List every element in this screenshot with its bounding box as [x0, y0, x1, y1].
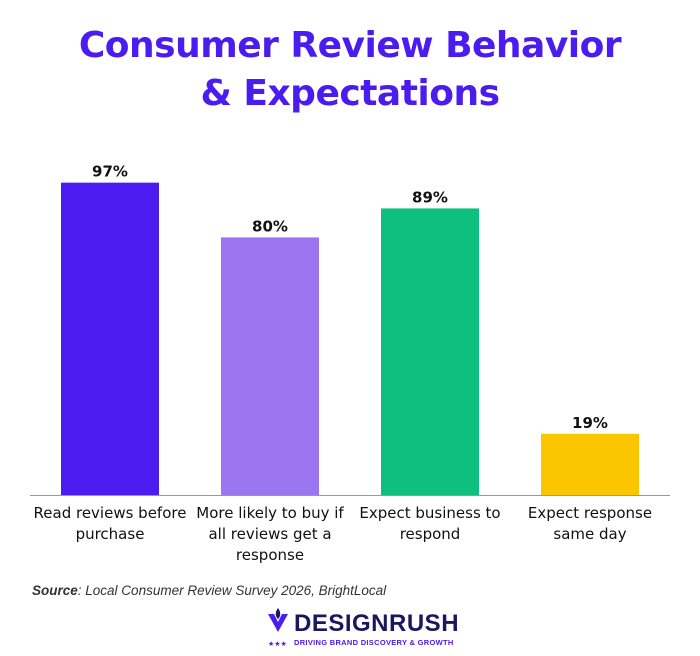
bar-4: [541, 433, 639, 495]
category-label-4: Expect response same day: [528, 504, 652, 543]
data-label-3: 89%: [412, 188, 448, 206]
bar-3: [381, 208, 479, 496]
category-label-1: Read reviews before purchase: [34, 504, 187, 543]
data-label-4: 19%: [572, 414, 608, 432]
bar-chart: 97% Read reviews before purchase 80% More li…: [30, 163, 670, 564]
data-label-2: 80%: [252, 217, 288, 235]
category-label-3: Expect business to respond: [359, 504, 500, 543]
brand-name: DESIGNRUSH: [294, 610, 460, 637]
bar-1: [61, 182, 159, 495]
category-label-2: More likely to buy if all reviews get a re…: [196, 504, 344, 564]
data-label-1: 97%: [92, 163, 128, 181]
svg-text:★★★: ★★★: [268, 640, 287, 648]
chart-title-line-2: & Expectations: [200, 73, 500, 114]
source-text: : Local Consumer Review Survey 2026, Bri…: [77, 583, 387, 598]
bar-2: [221, 237, 319, 495]
source-label: Source: [32, 583, 78, 598]
brand-footer: ★★★ DESIGNRUSH DRIVING BRAND DISCOVERY &…: [266, 608, 466, 650]
designrush-logo-icon: ★★★: [268, 608, 288, 648]
chart-title: Consumer Review Behavior & Expectations: [0, 22, 700, 118]
chart-title-line-1: Consumer Review Behavior: [78, 25, 622, 66]
brand-tagline: DRIVING BRAND DISCOVERY & GROWTH: [294, 638, 454, 647]
source-note: Source: Local Consumer Review Survey 202…: [32, 583, 386, 598]
